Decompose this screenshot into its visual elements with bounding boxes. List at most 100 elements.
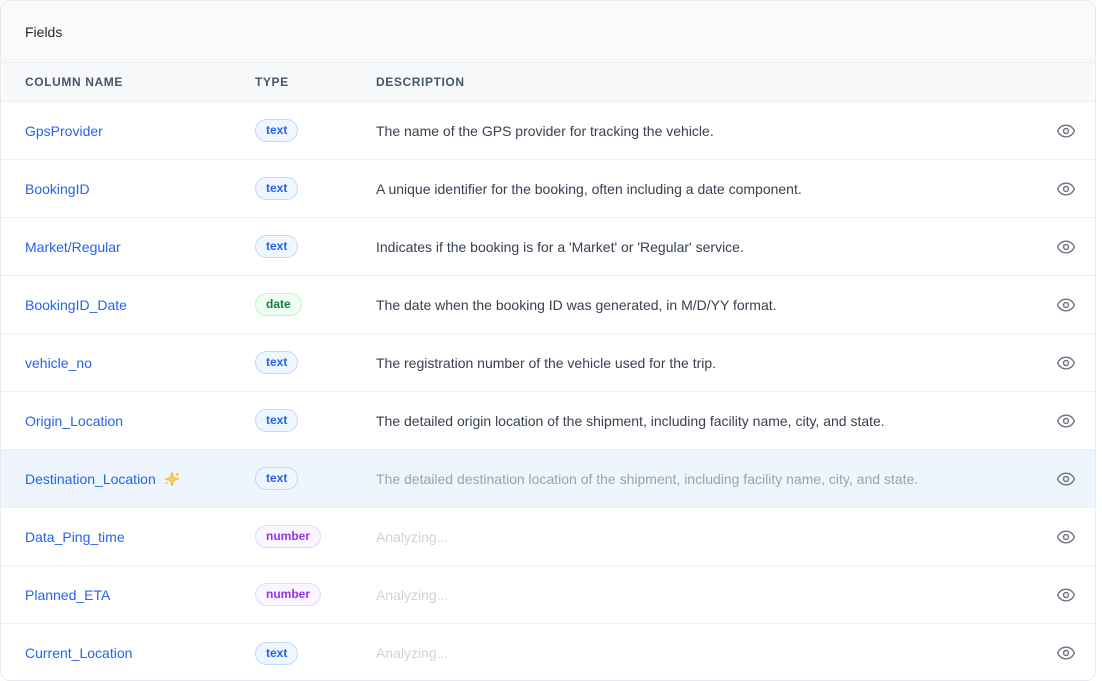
actions-cell xyxy=(1037,175,1095,203)
actions-cell xyxy=(1037,233,1095,261)
visibility-toggle-button[interactable] xyxy=(1052,639,1080,667)
type-badge: number xyxy=(255,525,322,548)
visibility-toggle-button[interactable] xyxy=(1052,349,1080,377)
actions-cell xyxy=(1037,407,1095,435)
field-name-link[interactable]: BookingID xyxy=(25,180,90,197)
table-row[interactable]: Destination_Location text The detailed d… xyxy=(1,450,1095,508)
table-row[interactable]: BookingID_Date date The date when the bo… xyxy=(1,276,1095,334)
type-badge: text xyxy=(255,351,299,374)
field-description: The detailed origin location of the ship… xyxy=(376,412,885,429)
visibility-toggle-button[interactable] xyxy=(1052,581,1080,609)
type-cell: text xyxy=(255,177,376,200)
type-cell: text xyxy=(255,467,376,490)
description-cell: Analyzing... xyxy=(376,587,1037,603)
type-cell: text xyxy=(255,235,376,258)
description-cell: The detailed destination location of the… xyxy=(376,471,1037,487)
eye-icon xyxy=(1056,469,1076,489)
table-body: GpsProvider text The name of the GPS pro… xyxy=(1,102,1095,680)
type-badge: text xyxy=(255,641,299,665)
field-name-cell: Current_Location xyxy=(1,645,255,661)
actions-cell xyxy=(1037,639,1095,667)
eye-icon xyxy=(1056,411,1076,431)
field-description: Indicates if the booking is for a 'Marke… xyxy=(376,238,744,255)
actions-cell xyxy=(1037,117,1095,145)
table-row[interactable]: Planned_ETA number Analyzing... xyxy=(1,566,1095,624)
table-row[interactable]: GpsProvider text The name of the GPS pro… xyxy=(1,102,1095,160)
field-name-link[interactable]: vehicle_no xyxy=(25,354,92,371)
type-badge: date xyxy=(255,293,302,316)
description-cell: Analyzing... xyxy=(376,529,1037,545)
table-row[interactable]: Current_Location text Analyzing... xyxy=(1,624,1095,680)
field-description: The date when the booking ID was generat… xyxy=(376,296,777,313)
field-name-link[interactable]: Current_Location xyxy=(25,645,133,661)
table-header-row: COLUMN NAME TYPE DESCRIPTION xyxy=(1,63,1095,102)
field-name-cell: BookingID xyxy=(1,181,255,197)
actions-cell xyxy=(1037,349,1095,377)
type-cell: text xyxy=(255,351,376,374)
eye-icon xyxy=(1056,179,1076,199)
field-description: Analyzing... xyxy=(376,645,449,661)
table-row[interactable]: vehicle_no text The registration number … xyxy=(1,334,1095,392)
type-badge: text xyxy=(255,235,299,258)
description-cell: A unique identifier for the booking, oft… xyxy=(376,181,1037,197)
eye-icon xyxy=(1056,237,1076,257)
type-cell: date xyxy=(255,293,376,316)
column-header-type: TYPE xyxy=(255,75,289,89)
visibility-toggle-button[interactable] xyxy=(1052,291,1080,319)
type-badge: text xyxy=(255,409,299,432)
field-name-link[interactable]: Market/Regular xyxy=(25,238,121,255)
type-cell: text xyxy=(255,409,376,432)
field-name-cell: Destination_Location xyxy=(1,471,255,487)
type-badge: number xyxy=(255,583,322,606)
field-description: The registration number of the vehicle u… xyxy=(376,354,717,371)
eye-icon xyxy=(1056,585,1076,605)
column-header-description: DESCRIPTION xyxy=(376,75,465,89)
eye-icon xyxy=(1056,295,1076,315)
table-row[interactable]: Data_Ping_time number Analyzing... xyxy=(1,508,1095,566)
field-name-link[interactable]: GpsProvider xyxy=(25,122,103,139)
field-description: The detailed destination location of the… xyxy=(376,470,919,487)
table-row[interactable]: Market/Regular text Indicates if the boo… xyxy=(1,218,1095,276)
visibility-toggle-button[interactable] xyxy=(1052,233,1080,261)
description-cell: Indicates if the booking is for a 'Marke… xyxy=(376,239,1037,255)
visibility-toggle-button[interactable] xyxy=(1052,465,1080,493)
type-cell: text xyxy=(255,641,376,665)
field-name-link[interactable]: BookingID_Date xyxy=(25,296,127,313)
field-name-cell: Market/Regular xyxy=(1,239,255,255)
description-cell: The registration number of the vehicle u… xyxy=(376,355,1037,371)
field-description: The name of the GPS provider for trackin… xyxy=(376,122,714,139)
description-cell: The name of the GPS provider for trackin… xyxy=(376,123,1037,139)
description-cell: The date when the booking ID was generat… xyxy=(376,297,1037,313)
field-name-cell: Data_Ping_time xyxy=(1,529,255,545)
sparkles-icon xyxy=(164,471,180,487)
field-name-cell: Origin_Location xyxy=(1,413,255,429)
table-row[interactable]: BookingID text A unique identifier for t… xyxy=(1,160,1095,218)
eye-icon xyxy=(1056,353,1076,373)
type-cell: text xyxy=(255,119,376,142)
type-cell: number xyxy=(255,525,376,548)
field-description: Analyzing... xyxy=(376,586,449,603)
field-description: Analyzing... xyxy=(376,528,449,545)
actions-cell xyxy=(1037,465,1095,493)
visibility-toggle-button[interactable] xyxy=(1052,407,1080,435)
visibility-toggle-button[interactable] xyxy=(1052,117,1080,145)
visibility-toggle-button[interactable] xyxy=(1052,175,1080,203)
visibility-toggle-button[interactable] xyxy=(1052,523,1080,551)
field-name-link[interactable]: Planned_ETA xyxy=(25,586,111,603)
field-name-link[interactable]: Origin_Location xyxy=(25,412,124,429)
description-cell: The detailed origin location of the ship… xyxy=(376,413,1037,429)
field-name-link[interactable]: Destination_Location xyxy=(25,470,156,487)
eye-icon xyxy=(1056,643,1076,663)
table-row[interactable]: Origin_Location text The detailed origin… xyxy=(1,392,1095,450)
description-cell: Analyzing... xyxy=(376,645,1037,661)
field-name-cell: BookingID_Date xyxy=(1,297,255,313)
panel-header: Fields xyxy=(1,1,1095,63)
field-name-link[interactable]: Data_Ping_time xyxy=(25,528,125,545)
eye-icon xyxy=(1056,121,1076,141)
type-cell: number xyxy=(255,583,376,606)
field-name-cell: GpsProvider xyxy=(1,123,255,139)
column-header-name: COLUMN NAME xyxy=(25,75,123,89)
field-name-cell: Planned_ETA xyxy=(1,587,255,603)
actions-cell xyxy=(1037,581,1095,609)
